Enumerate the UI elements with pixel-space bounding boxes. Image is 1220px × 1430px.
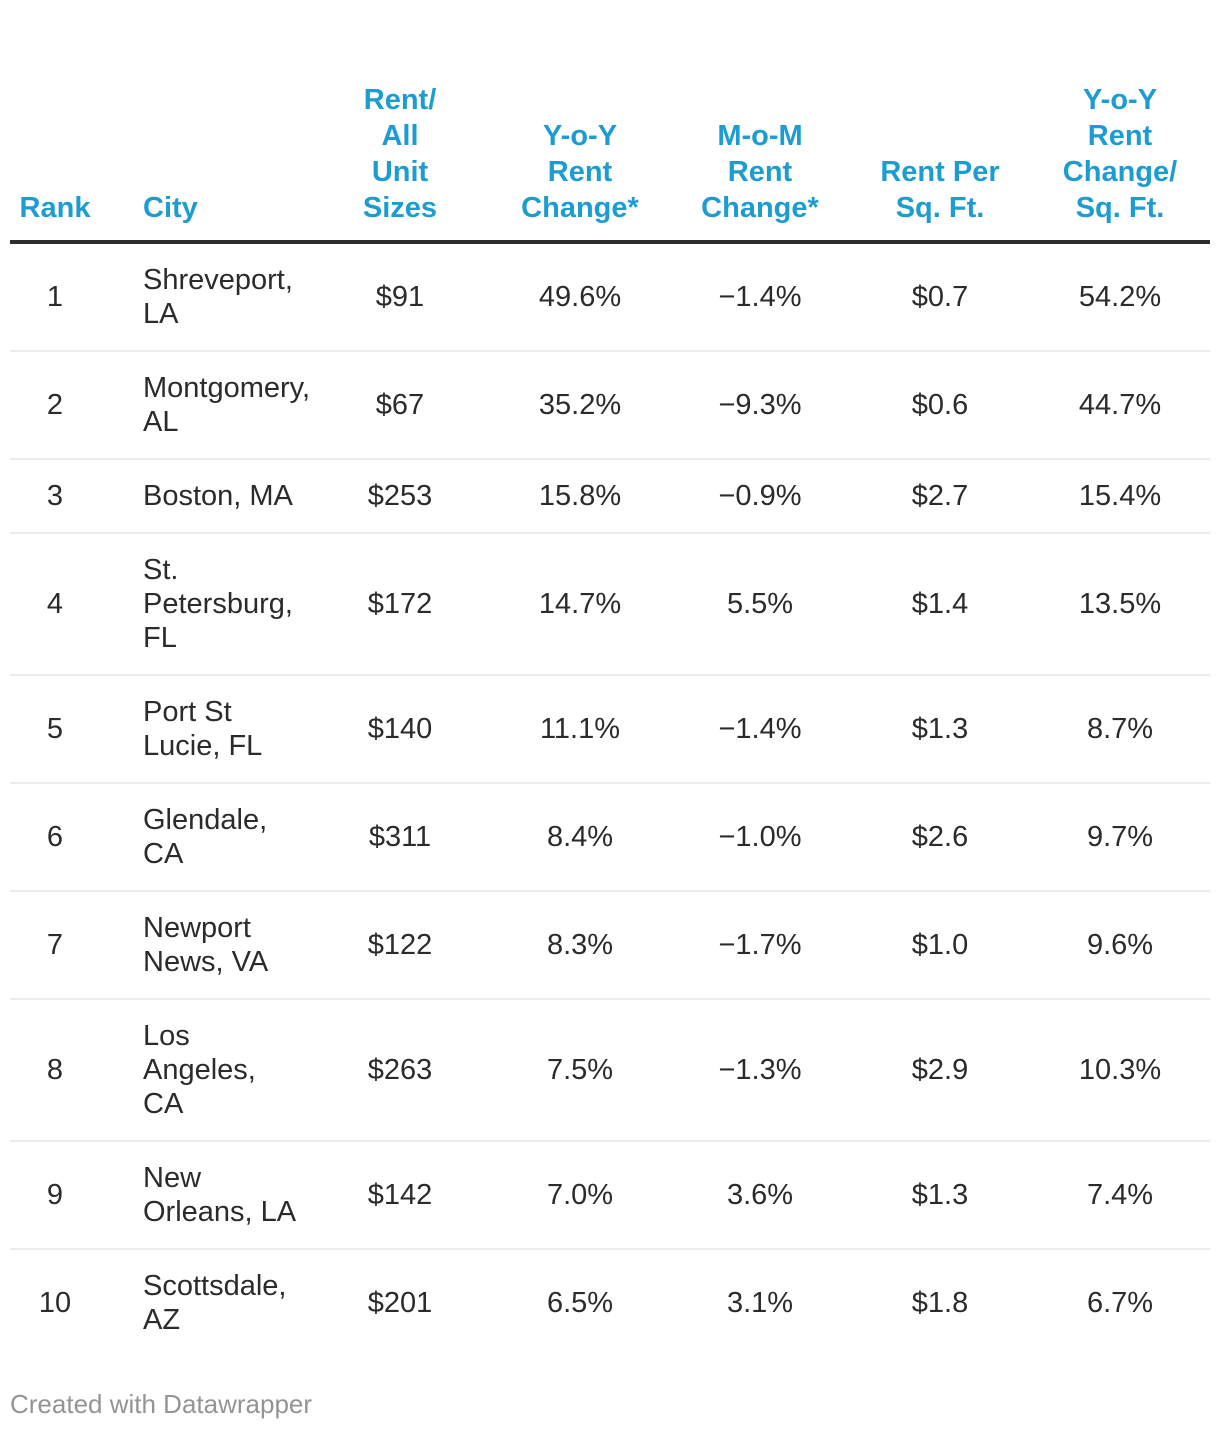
yoy-rent-change-per-sqft-cell: 9.7% (1086, 821, 1154, 853)
yoy-rent-change-cell: 8.3% (546, 929, 614, 961)
yoy-rent-change-per-sqft-cell: 54.2% (1078, 281, 1162, 313)
yoy-rent-change-cell: 6.5% (546, 1287, 614, 1319)
col-header-rent-per-sqft: Rent Per Sq. Ft. (880, 156, 1000, 224)
table-row: 3 Boston, MA $253 15.8% −0.9% $2.7 15.4% (10, 459, 1210, 533)
col-header-mom-rent-change: M-o-M Rent Change* (701, 120, 819, 224)
yoy-rent-change-per-sqft-cell: 13.5% (1078, 588, 1162, 620)
col-header-rank: Rank (19, 192, 91, 224)
table-row: 9 New Orleans, LA $142 7.0% 3.6% $1.3 7.… (10, 1141, 1210, 1249)
table-row: 4 St. Petersburg, FL $172 14.7% 5.5% $1.… (10, 533, 1210, 675)
yoy-rent-change-per-sqft-cell: 10.3% (1078, 1054, 1162, 1086)
rent-per-sqft-cell: $1.3 (911, 713, 969, 745)
rent-table: Rank City Rent/ All Unit Sizes Y-o-Y Ren… (10, 82, 1210, 1356)
rent-cell: $91 (375, 281, 425, 313)
rank-cell: 5 (46, 713, 64, 745)
rent-per-sqft-cell: $1.8 (911, 1287, 969, 1319)
yoy-rent-change-cell: 11.1% (539, 713, 621, 745)
yoy-rent-change-cell: 35.2% (538, 389, 622, 421)
city-cell: Shreveport, LA (143, 264, 293, 330)
rent-cell: $311 (368, 821, 432, 853)
rank-cell: 9 (46, 1179, 64, 1211)
rent-per-sqft-cell: $2.7 (911, 480, 969, 512)
rank-cell: 3 (46, 480, 64, 512)
city-cell: Montgomery, AL (143, 372, 311, 438)
rent-per-sqft-cell: $1.4 (911, 588, 969, 620)
yoy-rent-change-per-sqft-cell: 6.7% (1086, 1287, 1154, 1319)
yoy-rent-change-per-sqft-cell: 8.7% (1086, 713, 1154, 745)
mom-rent-change-cell: 3.6% (726, 1179, 794, 1211)
yoy-rent-change-per-sqft-cell: 44.7% (1078, 389, 1162, 421)
city-cell: Scottsdale, AZ (143, 1270, 287, 1336)
city-cell: New Orleans, LA (143, 1162, 297, 1228)
rent-cell: $253 (367, 480, 433, 512)
mom-rent-change-cell: 5.5% (726, 588, 794, 620)
rank-cell: 10 (38, 1287, 72, 1319)
rent-per-sqft-cell: $1.0 (911, 929, 969, 961)
city-cell: Glendale, CA (143, 804, 268, 870)
table-body: 1 Shreveport, LA $91 49.6% −1.4% $0.7 54… (10, 242, 1210, 1356)
rent-cell: $142 (367, 1179, 433, 1211)
city-cell: St. Petersburg, FL (143, 554, 293, 654)
col-header-city: City (143, 192, 198, 224)
col-header-rent-all-unit-sizes: Rent/ All Unit Sizes (362, 84, 438, 224)
rent-cell: $122 (367, 929, 433, 961)
mom-rent-change-cell: −1.4% (718, 713, 802, 745)
rent-cell: $201 (367, 1287, 433, 1319)
yoy-rent-change-cell: 15.8% (538, 480, 622, 512)
rank-cell: 4 (46, 588, 64, 620)
table-row: 6 Glendale, CA $311 8.4% −1.0% $2.6 9.7% (10, 783, 1210, 891)
mom-rent-change-cell: −1.3% (718, 1054, 802, 1086)
rank-cell: 7 (46, 929, 64, 961)
rent-per-sqft-cell: $0.6 (911, 389, 969, 421)
yoy-rent-change-per-sqft-cell: 9.6% (1086, 929, 1154, 961)
rent-cell: $140 (367, 713, 433, 745)
rank-cell: 8 (46, 1054, 64, 1086)
rent-per-sqft-cell: $2.6 (911, 821, 969, 853)
mom-rent-change-cell: −1.7% (718, 929, 802, 961)
datawrapper-credit-link[interactable]: Created with Datawrapper (10, 1389, 313, 1419)
city-cell: Port St Lucie, FL (143, 696, 263, 762)
col-header-yoy-rent-change: Y-o-Y Rent Change* (521, 120, 639, 224)
table-row: 5 Port St Lucie, FL $140 11.1% −1.4% $1.… (10, 675, 1210, 783)
header-row: Rank City Rent/ All Unit Sizes Y-o-Y Ren… (10, 82, 1210, 242)
table-row: 7 Newport News, VA $122 8.3% −1.7% $1.0 … (10, 891, 1210, 999)
yoy-rent-change-per-sqft-cell: 7.4% (1086, 1179, 1154, 1211)
rank-cell: 2 (46, 389, 64, 421)
yoy-rent-change-cell: 8.4% (546, 821, 614, 853)
city-cell: Boston, MA (143, 480, 293, 512)
yoy-rent-change-cell: 14.7% (538, 588, 622, 620)
table-row: 8 Los Angeles, CA $263 7.5% −1.3% $2.9 1… (10, 999, 1210, 1141)
city-cell: Los Angeles, CA (143, 1020, 256, 1120)
table-row: 2 Montgomery, AL $67 35.2% −9.3% $0.6 44… (10, 351, 1210, 459)
table-row: 1 Shreveport, LA $91 49.6% −1.4% $0.7 54… (10, 242, 1210, 351)
table-row: 10 Scottsdale, AZ $201 6.5% 3.1% $1.8 6.… (10, 1249, 1210, 1356)
rent-cell: $172 (367, 588, 433, 620)
rent-per-sqft-cell: $1.3 (911, 1179, 969, 1211)
yoy-rent-change-cell: 7.0% (546, 1179, 614, 1211)
rent-per-sqft-cell: $0.7 (911, 281, 969, 313)
city-cell: Newport News, VA (143, 912, 269, 978)
rent-cell: $263 (367, 1054, 433, 1086)
rent-per-sqft-cell: $2.9 (911, 1054, 969, 1086)
yoy-rent-change-cell: 49.6% (538, 281, 622, 313)
mom-rent-change-cell: −1.0% (718, 821, 802, 853)
table-header: Rank City Rent/ All Unit Sizes Y-o-Y Ren… (10, 82, 1210, 242)
mom-rent-change-cell: 3.1% (726, 1287, 794, 1319)
rent-table-chart: Rank City Rent/ All Unit Sizes Y-o-Y Ren… (0, 82, 1220, 1420)
yoy-rent-change-per-sqft-cell: 15.4% (1078, 480, 1162, 512)
rent-cell: $67 (375, 389, 425, 421)
mom-rent-change-cell: −9.3% (718, 389, 802, 421)
mom-rent-change-cell: −1.4% (718, 281, 802, 313)
yoy-rent-change-cell: 7.5% (546, 1054, 614, 1086)
rank-cell: 6 (46, 821, 64, 853)
mom-rent-change-cell: −0.9% (718, 480, 802, 512)
rank-cell: 1 (46, 281, 64, 313)
col-header-yoy-rent-change-per-sqft: Y-o-Y Rent Change/ Sq. Ft. (1062, 84, 1178, 224)
